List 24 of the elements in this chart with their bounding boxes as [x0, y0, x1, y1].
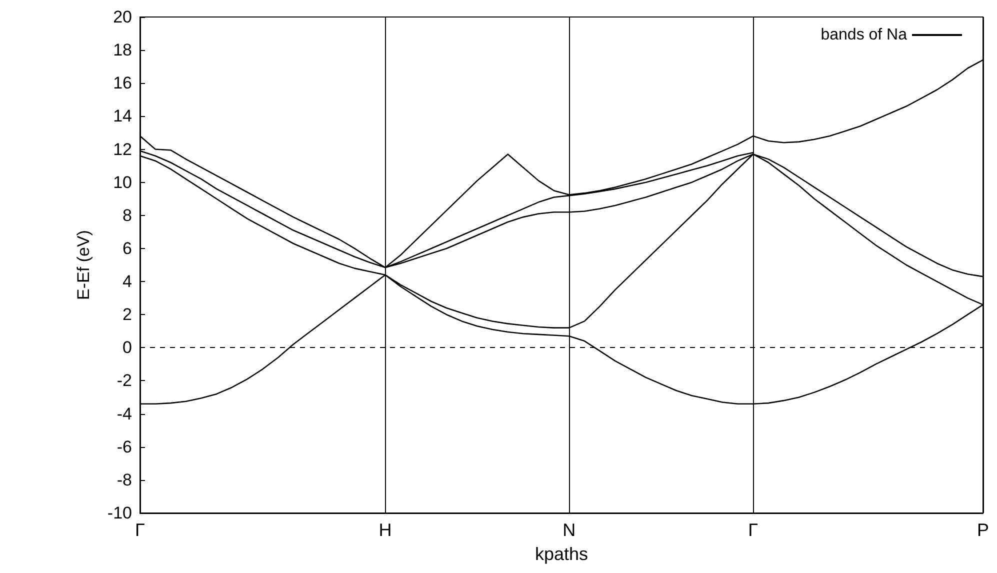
y-tick-label: 18 [113, 40, 132, 60]
y-tick-label: 14 [113, 106, 132, 126]
y-tick-label: 16 [113, 74, 132, 93]
y-tick-label: -2 [116, 371, 132, 390]
x-tick-label: P [976, 520, 990, 540]
x-tick-label: Γ [748, 520, 758, 540]
y-tick-label: -6 [116, 437, 132, 456]
y-tick-label: 12 [113, 140, 132, 159]
y-tick-label: -10 [107, 504, 132, 522]
y-tick-label: -8 [116, 470, 132, 490]
y-tick-label: 2 [122, 305, 132, 324]
y-tick-label: 8 [122, 206, 132, 225]
x-tick-label: Γ [135, 520, 146, 540]
y-axis-title: E-Ef (eV) [74, 230, 93, 300]
x-tick-label: N [562, 520, 576, 540]
x-tick-label: H [378, 520, 392, 540]
x-axis-title: kpaths [534, 544, 588, 564]
y-tick-label: 0 [122, 338, 132, 358]
y-tick-label: 6 [122, 238, 132, 258]
y-tick-label: -4 [116, 404, 132, 424]
y-tick-label: 20 [113, 8, 132, 26]
y-tick-label: 4 [122, 272, 132, 292]
y-tick-label: 10 [113, 172, 132, 192]
legend-label: bands of Na [820, 26, 908, 44]
